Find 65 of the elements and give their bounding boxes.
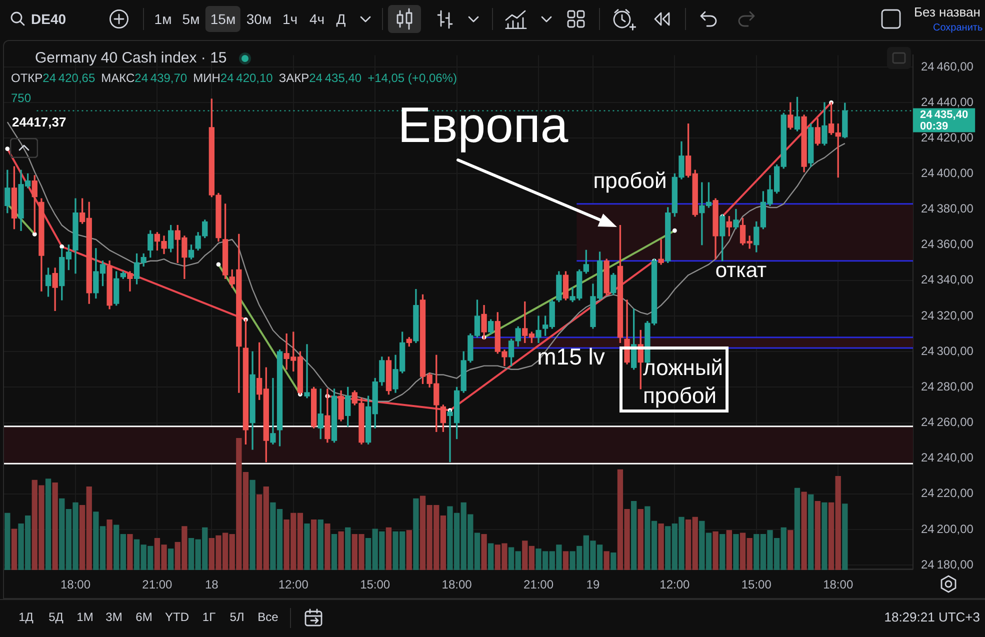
annotation: МИН — [193, 71, 220, 85]
text: 1Г — [202, 610, 216, 625]
x-tick-label: 18:00 — [60, 578, 91, 592]
annotation: ОТКР — [11, 71, 43, 85]
x-tick-label: 18:00 — [823, 578, 854, 592]
text: 6М — [136, 610, 152, 625]
text: 5Д — [48, 610, 64, 625]
annotation: 24 435,40 — [309, 71, 362, 85]
text: 30м — [246, 10, 272, 28]
annotation: откат — [715, 258, 768, 282]
text: Сохранить — [933, 22, 983, 34]
text: 1м — [154, 10, 172, 28]
annotation: 24 420,10 — [220, 71, 273, 85]
text: 1Д — [18, 610, 34, 625]
y-tick-label: 24 300,00 — [921, 344, 974, 358]
annotation: +14,05 (+0,06%) — [368, 71, 457, 85]
y-tick-label: 24 340,00 — [921, 272, 974, 287]
annotation: ложный пробой — [643, 355, 724, 408]
annotation: m15 lv — [537, 343, 606, 370]
text: 4ч — [309, 10, 325, 28]
x-tick-label: 21:00 — [142, 578, 173, 592]
ref-line-label: 24 435,40 — [920, 108, 968, 121]
text: Д — [336, 10, 346, 28]
text: DE40 — [31, 10, 66, 28]
x-tick-label: 12:00 — [278, 578, 309, 592]
annotation: ЗАКР — [278, 71, 310, 85]
y-tick-label: 24 220,00 — [921, 486, 974, 500]
chart-title: Germany 40 Cash index · 15 — [35, 50, 227, 66]
annotation: 24417,37 — [12, 114, 66, 130]
x-tick-label: 18:00 — [442, 578, 472, 592]
y-tick-label: 24 460,00 — [921, 59, 974, 74]
x-tick-label: 21:00 — [523, 578, 554, 592]
text: 15м — [205, 6, 241, 32]
text: 3М — [106, 610, 122, 625]
y-tick-label: 24 260,00 — [921, 415, 974, 430]
text: Без назван — [914, 4, 980, 20]
y-tick-label: 24 380,00 — [921, 202, 974, 216]
y-tick-label: 24 420,00 — [921, 130, 974, 144]
x-tick-label: 12:00 — [660, 578, 690, 592]
text: YTD — [165, 610, 189, 625]
y-tick-label: 24 280,00 — [921, 379, 974, 394]
x-tick-label: 19 — [586, 578, 600, 592]
text: 1ч — [282, 10, 298, 28]
text: 5м — [182, 10, 200, 28]
x-tick-label: 15:00 — [360, 578, 390, 592]
y-tick-label: 24 320,00 — [921, 308, 974, 322]
x-tick-label: 15:00 — [741, 578, 772, 592]
y-tick-label: 24 440,00 — [921, 94, 974, 109]
text: 00:39 — [920, 120, 948, 132]
y-tick-label: 24 200,00 — [921, 522, 974, 536]
annotation: 750 — [11, 91, 32, 106]
annotation: 24 439,70 — [134, 71, 188, 85]
text: 5Л — [230, 610, 244, 625]
text: 18:29:21 UTC+3 — [884, 610, 980, 626]
annotation: 24 420,65 — [42, 71, 96, 85]
y-tick-label: 24 240,00 — [921, 450, 974, 465]
annotation: пробой — [593, 168, 667, 194]
y-tick-label: 24 400,00 — [921, 166, 974, 180]
annotation: Европа — [398, 96, 568, 153]
x-tick-label: 18 — [204, 578, 219, 592]
annotation: МАКС — [101, 71, 135, 85]
y-tick-label: 24 180,00 — [921, 557, 974, 572]
text: 1М — [76, 610, 94, 625]
text: Все — [258, 610, 278, 625]
y-tick-label: 24 360,00 — [921, 237, 974, 252]
